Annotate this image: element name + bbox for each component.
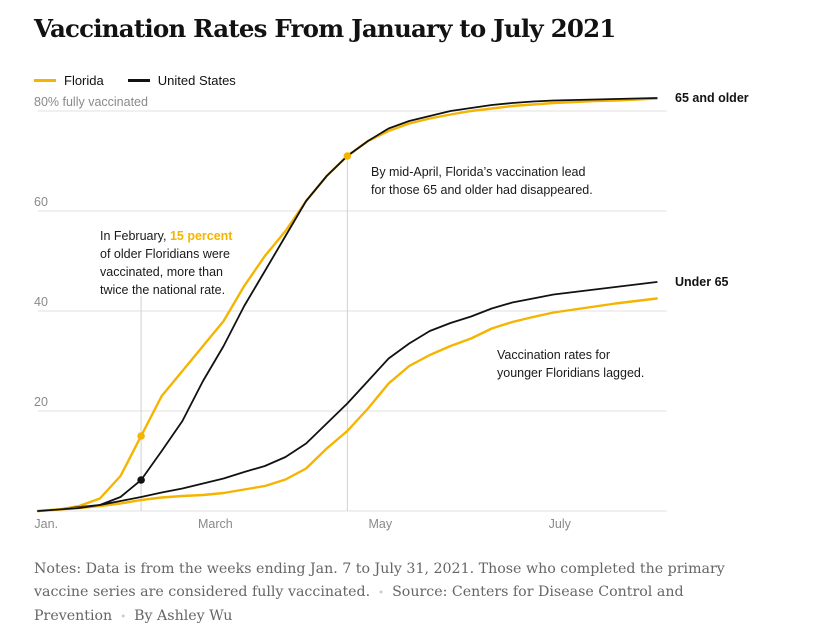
annotation-younger-line-1: Vaccination rates for <box>497 348 610 362</box>
y-tick-label-20: 20 <box>34 395 48 409</box>
annotation-february-line-2: of older Floridians were <box>100 247 230 261</box>
notes-separator: • <box>120 612 127 623</box>
y-tick-label-40: 40 <box>34 295 48 309</box>
annotation-april-line-1: By mid-April, Florida’s vaccination lead <box>371 165 585 179</box>
marker-0 <box>137 432 145 440</box>
markers <box>137 152 352 484</box>
annotation-younger: Vaccination rates for younger Floridians… <box>497 348 644 380</box>
legend-swatch-us <box>127 79 150 82</box>
y-tick-label-80: 80% fully vaccinated <box>34 95 148 109</box>
x-tick-label-2: May <box>369 517 393 531</box>
legend: Florida United States <box>34 73 260 88</box>
legend-item-us: United States <box>127 73 236 88</box>
notes-separator: • <box>378 587 385 599</box>
end-label-1: Under 65 <box>675 275 729 289</box>
x-tick-label-3: July <box>549 517 572 531</box>
annotation-april: By mid-April, Florida’s vaccination lead… <box>371 165 593 197</box>
annotation-february-line-1: In February, 15 percent <box>100 229 233 243</box>
annotation-february-line-3: vaccinated, more than <box>100 265 223 279</box>
legend-label-florida: Florida <box>64 73 104 88</box>
annotation-lines <box>140 156 348 511</box>
legend-item-florida: Florida <box>34 73 104 88</box>
y-tick-label-60: 60 <box>34 195 48 209</box>
x-tick-label-1: March <box>198 517 233 531</box>
chart-title: Vaccination Rates From January to July 2… <box>34 14 616 43</box>
annotation-february-line-4: twice the national rate. <box>100 283 225 297</box>
series-line-under-65-florida <box>36 297 658 513</box>
marker-1 <box>137 476 145 484</box>
notes-byline: By Ashley Wu <box>134 608 233 624</box>
notes-text: Notes: Data is from the weeks ending Jan… <box>34 561 725 600</box>
notes: Notes: Data is from the weeks ending Jan… <box>34 558 764 630</box>
annotation-february: In February, 15 percent of older Floridi… <box>100 229 233 297</box>
series-line-under-65-united-states <box>37 281 658 512</box>
notes-source: Source: Centers for Disease Control and … <box>34 583 684 625</box>
annotation-highlight: 15 percent <box>170 229 233 243</box>
legend-swatch-florida <box>34 79 56 82</box>
legend-label-us: United States <box>157 73 236 88</box>
annotation-younger-line-2: younger Floridians lagged. <box>497 366 644 380</box>
annotation-april-line-2: for those 65 and older had disappeared. <box>371 183 593 197</box>
line-chart: 20 40 60 80% fully vaccinated Jan. March May Ju… <box>34 91 749 531</box>
marker-2 <box>343 152 352 160</box>
chart-labels: 20 40 60 80% fully vaccinated Jan. March May Ju… <box>34 91 749 531</box>
end-label-0: 65 and older <box>675 91 749 105</box>
x-tick-label-0: Jan. <box>34 517 58 531</box>
